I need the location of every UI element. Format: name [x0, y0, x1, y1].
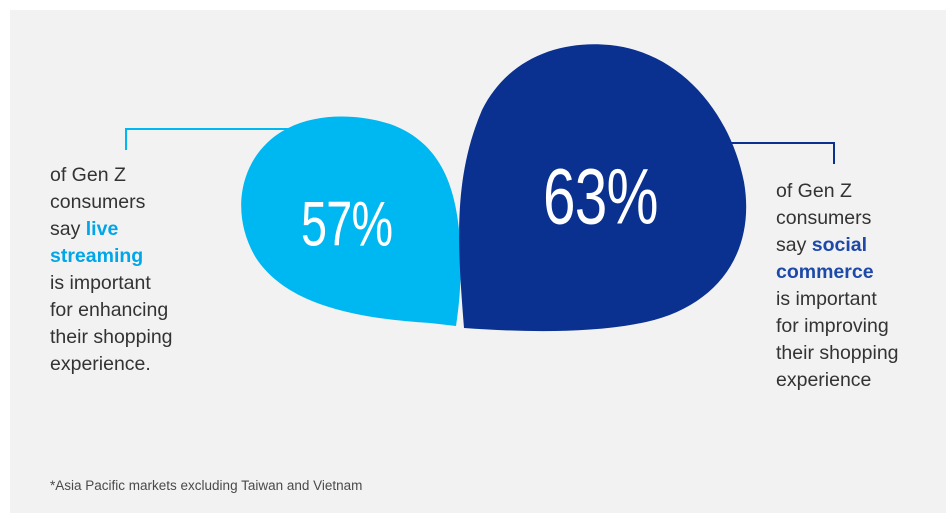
description-text: experience — [776, 369, 872, 391]
description-line: experience. — [50, 351, 173, 378]
left-stat-value: 57% — [301, 189, 393, 260]
description-highlight: live — [85, 218, 119, 240]
description-line: streaming — [50, 243, 173, 270]
description-line: of Gen Z — [50, 162, 173, 189]
description-text: their shopping — [776, 342, 899, 364]
description-text: of Gen Z — [776, 180, 852, 202]
footnote: *Asia Pacific markets excluding Taiwan a… — [50, 478, 363, 493]
description-text: say — [50, 218, 86, 240]
description-line: consumers — [50, 189, 173, 216]
description-text: of Gen Z — [50, 164, 126, 186]
description-line: their shopping — [776, 340, 899, 367]
description-line: their shopping — [50, 324, 173, 351]
description-line: commerce — [776, 259, 899, 286]
right-stat-value: 63% — [543, 152, 659, 241]
description-line: is important — [776, 286, 899, 313]
description-line: experience — [776, 367, 899, 394]
description-line: for enhancing — [50, 297, 173, 324]
description-line: is important — [50, 270, 173, 297]
description-highlight: streaming — [50, 245, 144, 267]
description-text: for improving — [776, 315, 889, 337]
description-text: say — [776, 234, 812, 256]
description-text: is important — [50, 272, 151, 294]
left-connector-line — [125, 128, 292, 150]
description-text: is important — [776, 288, 877, 310]
right-drop-shape — [459, 44, 747, 332]
description-highlight: commerce — [776, 261, 874, 283]
left-drop-shape — [241, 116, 461, 326]
description-line: say social — [776, 232, 899, 259]
description-text: consumers — [776, 207, 872, 229]
description-line: for improving — [776, 313, 899, 340]
description-text: for enhancing — [50, 299, 169, 321]
description-text: experience. — [50, 353, 151, 375]
description-text: consumers — [50, 191, 146, 213]
right-connector-line — [700, 142, 835, 164]
description-line: say live — [50, 216, 173, 243]
description-text: their shopping — [50, 326, 173, 348]
description-line: consumers — [776, 205, 899, 232]
description-line: of Gen Z — [776, 178, 899, 205]
description-highlight: social — [811, 234, 868, 256]
